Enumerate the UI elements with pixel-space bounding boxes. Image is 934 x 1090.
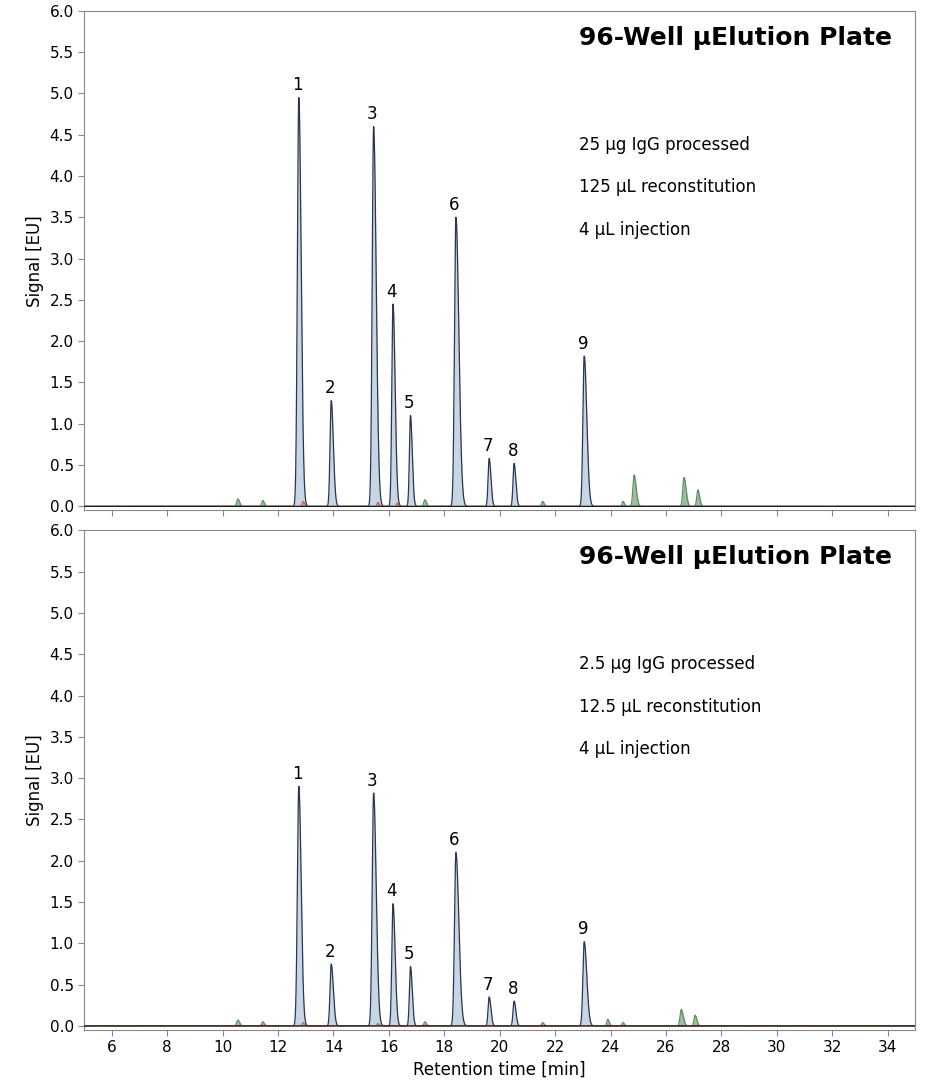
Text: 25 μg IgG processed: 25 μg IgG processed bbox=[579, 136, 749, 154]
Text: 1: 1 bbox=[292, 765, 303, 783]
X-axis label: Retention time [min]: Retention time [min] bbox=[414, 1061, 586, 1079]
Text: 7: 7 bbox=[483, 437, 493, 456]
Text: 2.5 μg IgG processed: 2.5 μg IgG processed bbox=[579, 655, 755, 674]
Text: 5: 5 bbox=[403, 395, 415, 412]
Text: 2: 2 bbox=[324, 379, 335, 398]
Text: 8: 8 bbox=[507, 443, 518, 460]
Text: 4: 4 bbox=[387, 883, 397, 900]
Text: 9: 9 bbox=[577, 335, 588, 353]
Y-axis label: Signal [EU]: Signal [EU] bbox=[26, 735, 44, 826]
Text: 9: 9 bbox=[577, 920, 588, 938]
Text: 5: 5 bbox=[403, 945, 415, 964]
Text: 4: 4 bbox=[387, 282, 397, 301]
Y-axis label: Signal [EU]: Signal [EU] bbox=[26, 215, 44, 306]
Text: 12.5 μL reconstitution: 12.5 μL reconstitution bbox=[579, 698, 761, 716]
Text: 6: 6 bbox=[449, 196, 460, 214]
Text: 96-Well μElution Plate: 96-Well μElution Plate bbox=[579, 26, 892, 50]
Text: 6: 6 bbox=[449, 832, 460, 849]
Text: 8: 8 bbox=[507, 980, 518, 997]
Text: 96-Well μElution Plate: 96-Well μElution Plate bbox=[579, 545, 892, 569]
Text: 3: 3 bbox=[367, 106, 377, 123]
Text: 2: 2 bbox=[324, 943, 335, 960]
Text: 7: 7 bbox=[483, 976, 493, 994]
Text: 4 μL injection: 4 μL injection bbox=[579, 740, 690, 759]
Text: 125 μL reconstitution: 125 μL reconstitution bbox=[579, 179, 756, 196]
Text: 3: 3 bbox=[367, 772, 377, 790]
Text: 4 μL injection: 4 μL injection bbox=[579, 220, 690, 239]
Text: 1: 1 bbox=[292, 76, 303, 95]
